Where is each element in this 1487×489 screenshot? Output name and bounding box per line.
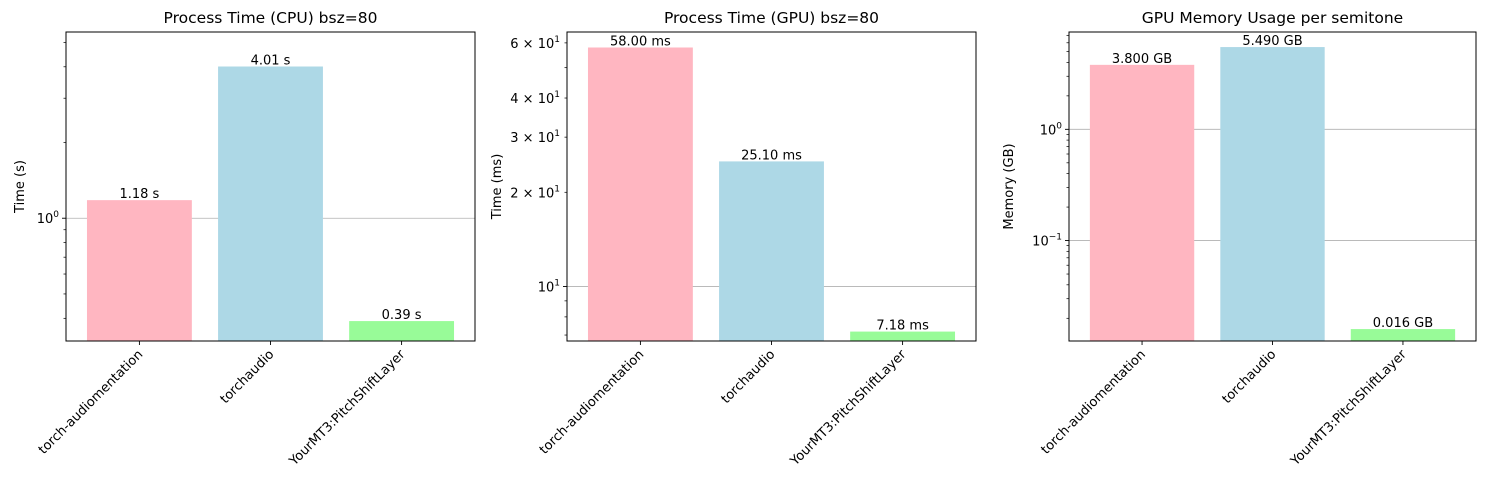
y-tick-label: 4 × 101 (510, 90, 560, 107)
x-tick-label: torch-audiomentation (537, 347, 647, 457)
x-tick-label: YourMT3:PitchShiftLayer (787, 347, 910, 470)
bar (1350, 329, 1456, 341)
y-axis-label: Time (ms) (490, 154, 505, 221)
x-tick-label: torchaudio (719, 347, 779, 407)
y-tick-label: 2 × 101 (510, 184, 560, 201)
y-tick-label: 6 × 101 (510, 35, 560, 52)
bar-value-label: 1.18 s (119, 187, 159, 202)
y-axis-label: Time (s) (13, 160, 28, 214)
x-tick-label: torchaudio (218, 347, 278, 407)
bar (218, 66, 323, 341)
bar (86, 200, 192, 341)
chart-panel-3: 3.800 GB 5.490 GB 0.016 GB 10−1 100 torch-aud… (1002, 9, 1477, 470)
x-tick-label: YourMT3:PitchShiftLayer (1287, 347, 1410, 470)
y-tick-label: 10−1 (1032, 233, 1062, 250)
bar (719, 161, 824, 341)
y-tick-label: 101 (538, 279, 560, 296)
x-tick-label: torchaudio (1220, 347, 1280, 407)
bar-value-label: 58.00 ms (610, 34, 671, 49)
y-axis-label: Memory (GB) (1002, 143, 1017, 229)
bar (1089, 64, 1195, 341)
chart-title: Process Time (GPU) bsz=80 (664, 9, 879, 27)
bar-value-label: 25.10 ms (741, 148, 802, 163)
x-tick-label: torch-audiomentation (36, 347, 146, 457)
bar (349, 321, 455, 341)
bar-value-label: 0.39 s (382, 308, 422, 323)
y-tick-label: 100 (1040, 121, 1063, 138)
bar-value-label: 4.01 s (251, 54, 291, 69)
x-tick-label: torch-audiomentation (1039, 347, 1149, 457)
bar-value-label: 5.490 GB (1242, 34, 1302, 49)
chart-title: GPU Memory Usage per semitone (1142, 9, 1403, 27)
chart-panel-2: 58.00 ms 25.10 ms 7.18 ms 101 2 × 101 3 × 101… (490, 9, 977, 470)
y-tick-label: 100 (37, 210, 60, 227)
y-tick-label: 3 × 101 (510, 129, 560, 146)
bar (587, 47, 693, 342)
x-tick-label: YourMT3:PitchShiftLayer (286, 347, 409, 470)
bar-value-label: 0.016 GB (1373, 316, 1433, 331)
bar-value-label: 3.800 GB (1112, 52, 1172, 67)
chart-panel-1: 1.18 s 4.01 s 0.39 s 100 torch-audiomentatio… (13, 9, 476, 470)
bar (1220, 47, 1325, 341)
chart-title: Process Time (CPU) bsz=80 (164, 9, 378, 27)
bar (850, 331, 956, 341)
bar-value-label: 7.18 ms (876, 319, 929, 334)
